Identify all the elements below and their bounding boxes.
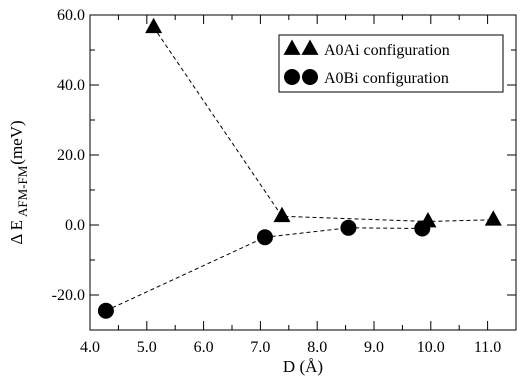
x-tick-label: 4.0 (80, 339, 100, 356)
series-2 (97, 219, 431, 319)
legend-label: A0Ai configuration (324, 42, 450, 59)
x-tick-label: 6.0 (194, 339, 214, 356)
x-tick-label: 7.0 (250, 339, 270, 356)
x-tick-label: 10.0 (417, 339, 445, 356)
y-tick-label: 0.0 (65, 217, 85, 234)
y-tick-label: 60.0 (57, 7, 85, 24)
y-tick-label: 40.0 (57, 77, 85, 94)
data-point-triangle (484, 210, 502, 226)
legend-label: A0Bi configuration (324, 70, 449, 87)
data-point-circle (414, 220, 431, 237)
legend-circle-icon (284, 69, 300, 85)
legend-triangle-icon (283, 39, 301, 55)
x-tick-label: 5.0 (137, 339, 157, 356)
data-point-circle (340, 219, 357, 236)
data-point-circle (97, 302, 114, 319)
series-line (105, 227, 423, 312)
data-point-triangle (145, 17, 163, 34)
legend-triangle-icon (301, 39, 319, 55)
x-tick-label: 9.0 (364, 339, 384, 356)
y-tick-label: 20.0 (57, 147, 85, 164)
legend-circle-icon (302, 69, 318, 85)
legend-box (278, 34, 504, 93)
x-axis-label: D (Å) (283, 357, 323, 376)
data-point-triangle (273, 206, 291, 223)
ticks-layer: 4.0 5.0 6.0 7.0 8.0 9.0 10.0 11.0 -20.0 0.0 20.0 40… (52, 7, 517, 356)
plot-frame (89, 14, 517, 331)
y-axis-label-main: Δ E (7, 220, 26, 245)
series-line (153, 26, 494, 223)
y-axis-label-subscript: AFM-FM (15, 165, 30, 217)
legend: A0Ai configuration A0Bi configuration (278, 34, 504, 93)
y-axis-label-unit: (meV) (7, 120, 26, 164)
y-tick-label: -20.0 (52, 287, 85, 304)
data-point-circle (256, 229, 273, 246)
series-layer (97, 17, 502, 319)
x-tick-label: 11.0 (474, 339, 501, 356)
x-tick-label: 8.0 (307, 339, 327, 356)
y-axis-label: Δ E AFM-FM(meV) (7, 120, 30, 244)
series-1 (145, 17, 502, 228)
